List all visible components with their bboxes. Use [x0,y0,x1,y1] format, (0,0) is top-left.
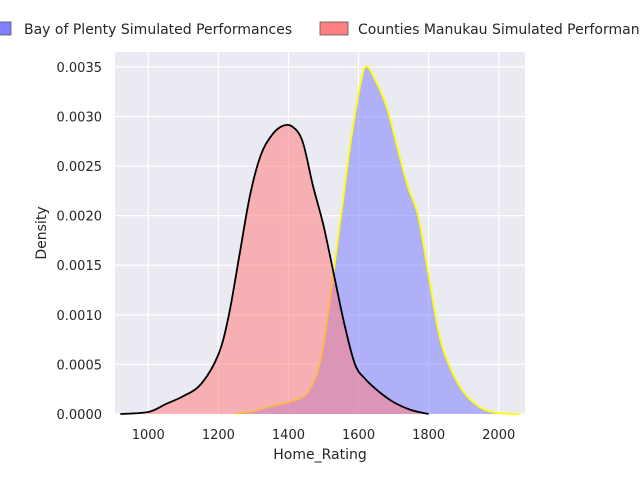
legend-swatch-counties-manukau [319,21,349,36]
legend-swatch-bay-of-plenty [0,21,12,36]
y-tick-label: 0.0025 [57,160,103,175]
y-tick-label: 0.0005 [57,358,103,373]
density-areas [120,65,520,415]
y-tick-label: 0.0020 [57,210,103,225]
density-area-bay-of-plenty [235,66,520,414]
x-tick-label: 1800 [412,428,445,443]
x-tick-label: 1600 [342,428,375,443]
x-tick-label: 1200 [202,428,235,443]
legend: Bay of Plenty Simulated Performances Cou… [0,21,640,38]
legend-label-bay-of-plenty: Bay of Plenty Simulated Performances [24,22,292,38]
y-axis-ticks: 0.0000 0.0005 0.0010 0.0015 0.0020 0.0025 0.00… [57,61,103,423]
y-tick-label: 0.0015 [57,259,103,274]
y-axis-label: Density [34,206,50,259]
legend-label-counties-manukau: Counties Manukau Simulated Performances [358,22,640,38]
density-area-counties-manukau [120,124,429,415]
x-axis-ticks: 1000 1200 1400 1600 1800 2000 [132,428,516,443]
y-tick-label: 0.0035 [57,61,103,76]
x-tick-label: 2000 [482,428,515,443]
y-tick-label: 0.0000 [57,408,103,423]
x-tick-label: 1000 [132,428,165,443]
y-tick-label: 0.0030 [57,110,103,125]
y-tick-label: 0.0010 [57,309,103,324]
x-tick-label: 1400 [272,428,305,443]
density-area-counties-manukau-outline [120,123,429,415]
x-axis-label: Home_Rating [273,447,366,463]
